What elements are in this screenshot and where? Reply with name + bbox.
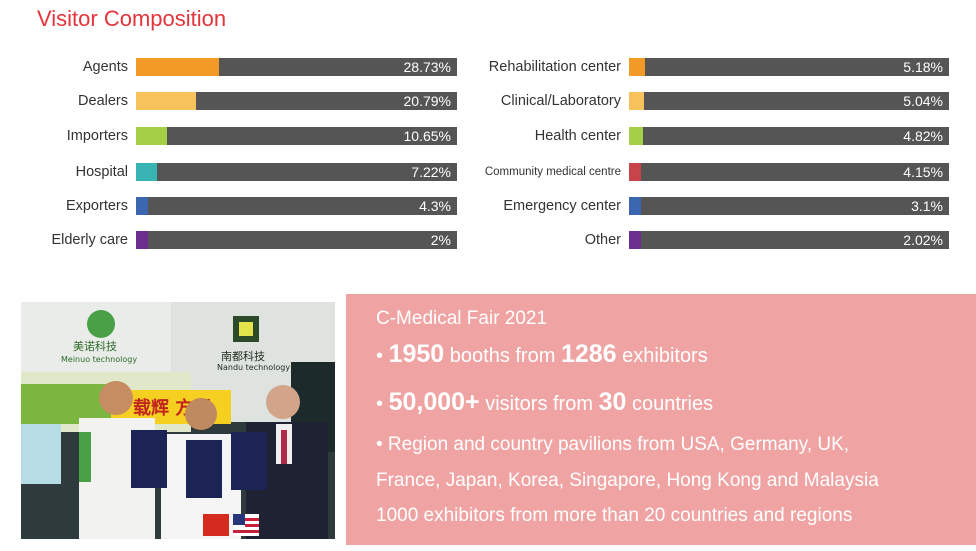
bar-row: Community medical centre 4.15%: [485, 163, 949, 181]
bar-track: [629, 231, 949, 249]
exhibitors-line: 1000 exhibitors from more than 20 countr…: [376, 505, 853, 526]
bar-fill: [629, 231, 641, 249]
photo-logo-right-sub: Nandu technology: [217, 363, 290, 372]
bar-label: Dealers: [78, 93, 128, 109]
countries-text: countries: [631, 393, 714, 415]
booths-text: booths from: [449, 345, 556, 367]
bar-row: Emergency center 3.1%: [503, 197, 949, 215]
signing-photo: 美诺科技 Meinuo technology 南都科技 Nandu techno…: [21, 302, 335, 539]
bar-value-label: 7.22%: [411, 164, 451, 180]
bar-row: Health center 4.82%: [535, 127, 949, 145]
bar-value-label: 5.04%: [903, 93, 943, 109]
bar-fill: [136, 231, 148, 249]
bar-row: Dealers 20.79%: [78, 92, 457, 110]
bar-label: Rehabilitation center: [488, 59, 621, 75]
bar-fill: [629, 92, 645, 110]
fair-heading: C-Medical Fair 2021: [376, 308, 548, 329]
country-count: 30: [598, 388, 627, 416]
bar-label: Agents: [82, 59, 128, 75]
bar-fill: [136, 163, 157, 181]
bar-row: Hospital 7.22%: [76, 163, 457, 181]
bar-label: Exporters: [65, 198, 128, 214]
bar-track: [629, 92, 949, 110]
visitor-count: 50,000+: [388, 388, 480, 416]
bar-value-label: 2%: [430, 232, 451, 248]
bar-label: Community medical centre: [484, 166, 621, 178]
booth-count: 1950: [388, 340, 445, 368]
fair-stat-visitors: • 50,000+ visitors from 30 countries: [376, 388, 713, 417]
bar-value-label: 2.02%: [903, 232, 943, 248]
bar-label: Other: [584, 232, 621, 248]
bar-fill: [136, 127, 167, 145]
bullet: •: [376, 345, 384, 367]
photo-logo-right: 南都科技: [221, 349, 265, 363]
bar-label: Clinical/Laboratory: [500, 93, 621, 109]
fair-stat-booths: • 1950 booths from 1286 exhibitors: [376, 340, 708, 369]
bar-track: [629, 127, 949, 145]
pavilions-line-1: • Region and country pavilions from USA,…: [376, 434, 850, 455]
bar-track: [136, 127, 457, 145]
bar-value-label: 4.3%: [419, 198, 451, 214]
photo-logo-left-sub: Meinuo technology: [61, 355, 137, 364]
bar-value-label: 28.73%: [403, 59, 451, 75]
exhibitor-count: 1286: [560, 340, 617, 368]
bar-row: Exporters 4.3%: [66, 197, 457, 215]
bar-track: [136, 231, 457, 249]
visitors-text: visitors from: [485, 393, 594, 415]
bar-value-label: 20.79%: [403, 93, 451, 109]
bar-row: Clinical/Laboratory 5.04%: [501, 92, 949, 110]
bar-row: Rehabilitation center 5.18%: [489, 58, 949, 76]
exhibitors-text: exhibitors: [622, 345, 708, 367]
bar-fill: [136, 92, 197, 110]
photo-logo-left: 美诺科技: [73, 339, 117, 353]
bar-row: Elderly care 2%: [51, 231, 457, 249]
bar-fill: [136, 197, 149, 215]
bar-value-label: 10.65%: [403, 128, 451, 144]
bar-value-label: 5.18%: [903, 59, 943, 75]
bar-fill: [629, 127, 644, 145]
bar-track: [629, 197, 949, 215]
bar-label: Health center: [534, 128, 621, 144]
bar-track: [136, 163, 457, 181]
bar-row: Agents 28.73%: [83, 58, 457, 76]
bar-fill: [629, 58, 645, 76]
fair-info-panel: C-Medical Fair 2021 • 1950 booths from 1…: [346, 294, 976, 545]
bar-track: [629, 163, 949, 181]
bar-value-label: 4.15%: [903, 164, 943, 180]
bar-row: Importers 10.65%: [67, 127, 457, 145]
bar-fill: [629, 197, 641, 215]
pavilions-line-2: France, Japan, Korea, Singapore, Hong Ko…: [376, 470, 879, 491]
bar-track: [136, 197, 457, 215]
bar-fill: [629, 163, 642, 181]
bar-fill: [136, 58, 220, 76]
bar-value-label: 3.1%: [911, 198, 943, 214]
bar-label: Emergency center: [503, 198, 621, 214]
bar-value-label: 4.82%: [903, 128, 943, 144]
page-title: Visitor Composition: [37, 6, 227, 31]
bar-track: [136, 92, 457, 110]
bar-row: Other 2.02%: [585, 231, 949, 249]
bar-label: Elderly care: [51, 232, 128, 248]
bar-label: Importers: [66, 128, 128, 144]
bar-track: [629, 58, 949, 76]
bar-label: Hospital: [75, 164, 128, 180]
bullet: •: [376, 393, 384, 415]
